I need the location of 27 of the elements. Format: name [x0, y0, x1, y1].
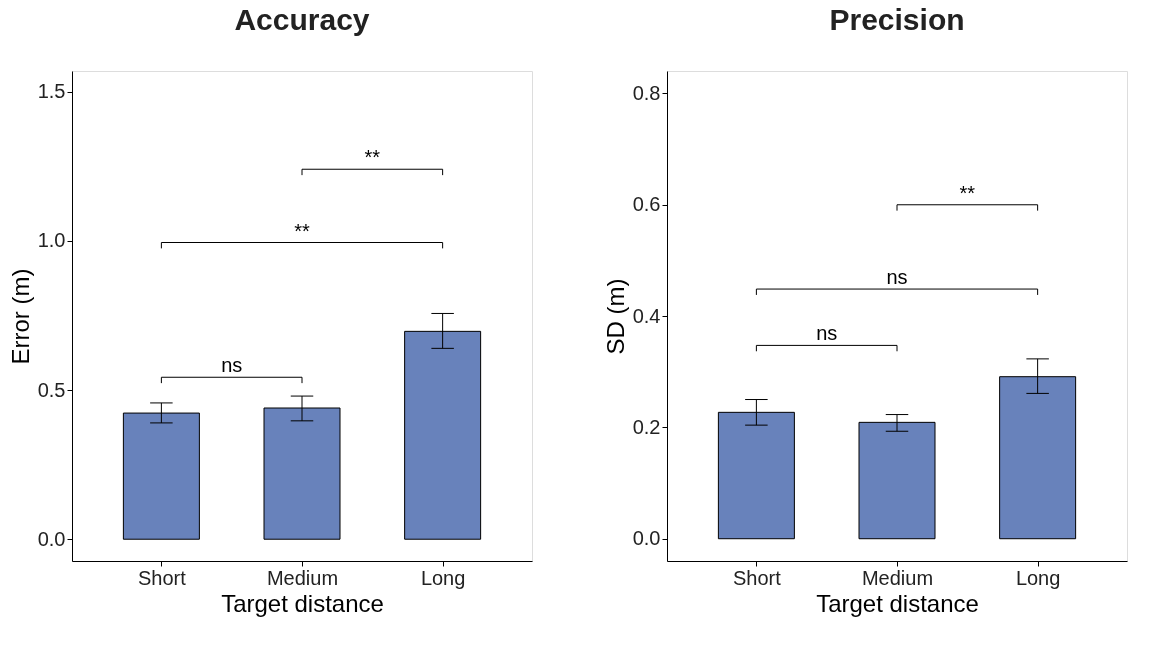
y-tick-label: 0.5: [37, 378, 66, 401]
annotation: **: [364, 146, 381, 169]
y-tick-label: 0.4: [632, 304, 661, 327]
chart-title: Accuracy: [234, 3, 370, 36]
annotation: ns: [886, 266, 908, 289]
annotation: **: [294, 219, 310, 242]
x-tick-label: Short: [137, 566, 187, 589]
x-tick-label: Medium: [266, 566, 339, 589]
annotation: **: [959, 181, 976, 204]
y-tick-label: 1.0: [37, 229, 66, 252]
y-tick-label: 0.6: [632, 193, 661, 216]
x-axis-title: Target distance: [221, 589, 384, 617]
chart-title: Precision: [829, 3, 965, 36]
y-tick-label: 0.2: [632, 415, 661, 438]
annotation: ns: [221, 354, 243, 377]
x-axis-title: Target distance: [816, 589, 979, 617]
x-tick-label: Short: [732, 566, 782, 589]
y-tick-label: 0.8: [632, 81, 661, 104]
y-tick-label: 0.0: [632, 527, 661, 550]
y-tick-label: 1.5: [37, 80, 66, 103]
annotation: ns: [816, 322, 838, 345]
y-tick-label: 0.0: [37, 527, 66, 550]
y-axis-title: SD (m): [601, 278, 629, 355]
x-tick-label: Long: [1015, 566, 1061, 589]
y-axis-title: Error (m): [6, 268, 34, 365]
x-tick-label: Medium: [861, 566, 934, 589]
x-tick-label: Long: [420, 566, 466, 589]
